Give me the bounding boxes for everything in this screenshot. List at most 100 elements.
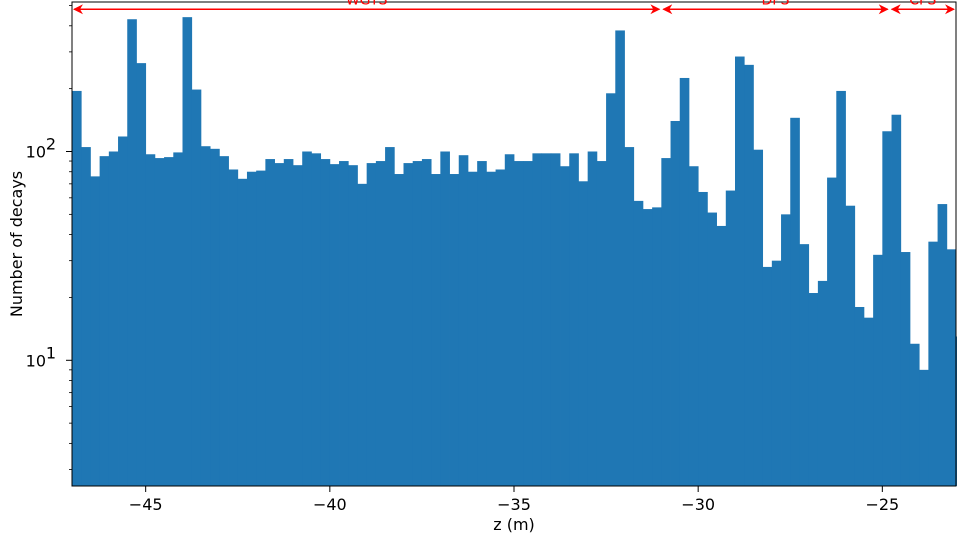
histogram-bar xyxy=(523,161,533,486)
histogram-bar xyxy=(246,171,257,486)
histogram-bar xyxy=(771,260,782,486)
histogram-bar xyxy=(431,174,441,486)
histogram-bar xyxy=(228,169,239,486)
histogram-bar xyxy=(458,155,469,486)
histogram-bar xyxy=(919,369,929,486)
histogram-bar xyxy=(348,165,358,486)
histogram-bar xyxy=(716,225,727,486)
histogram-bar xyxy=(725,190,736,486)
histogram-bar xyxy=(375,161,386,486)
histogram-bar xyxy=(882,131,892,486)
x-tick-label: −30 xyxy=(681,495,715,514)
histogram-bar xyxy=(873,254,883,486)
histogram-bar xyxy=(256,170,266,486)
histogram-bar xyxy=(154,158,165,487)
histogram-bar xyxy=(900,252,911,486)
histogram-bar xyxy=(707,212,717,486)
histogram-bar xyxy=(937,204,948,486)
histogram-bar xyxy=(946,249,957,486)
histogram-bar xyxy=(504,154,515,487)
histogram-bar xyxy=(164,157,174,486)
histogram-bar xyxy=(735,56,745,486)
x-tick-label: −40 xyxy=(313,495,347,514)
histogram-bar xyxy=(357,183,368,487)
histogram-bar xyxy=(928,241,938,486)
histogram-bar xyxy=(394,174,404,486)
region-label: CPS xyxy=(909,0,936,8)
histogram-bar xyxy=(606,93,616,486)
histogram-bar xyxy=(108,151,119,486)
histogram-bar xyxy=(836,90,846,487)
histogram-bar xyxy=(560,166,570,487)
histogram-bar xyxy=(495,169,506,486)
histogram-bar xyxy=(329,164,340,487)
histogram-bar xyxy=(652,207,662,486)
histogram-bar xyxy=(412,161,423,486)
histogram-bar xyxy=(127,19,137,486)
histogram-bar xyxy=(845,205,856,487)
y-tick-exponent: 2 xyxy=(46,134,56,153)
histogram-bar xyxy=(145,154,156,487)
y-tick-label: 10 xyxy=(26,351,46,370)
histogram-bar xyxy=(311,153,322,486)
region-label: WGTS xyxy=(346,0,388,8)
histogram-bar xyxy=(762,266,773,486)
x-tick-label: −25 xyxy=(865,495,899,514)
histogram-bar xyxy=(827,177,837,487)
histogram-bar xyxy=(486,171,496,486)
histogram-bar xyxy=(403,163,414,486)
histogram-bar xyxy=(753,149,764,486)
histogram-bar xyxy=(339,161,349,486)
histogram-bar xyxy=(283,159,294,486)
histogram-bar xyxy=(799,244,810,486)
histogram-bar xyxy=(541,153,552,486)
histogram-bar xyxy=(265,159,275,486)
histogram-bar xyxy=(99,156,110,486)
histogram-bar xyxy=(569,153,579,486)
histogram-bar xyxy=(210,148,220,486)
histogram-bar xyxy=(293,165,303,486)
histogram-bar xyxy=(909,343,920,486)
histogram-bar xyxy=(854,306,865,486)
histogram-bar xyxy=(514,161,524,486)
histogram-bar xyxy=(781,214,791,487)
histogram-bar xyxy=(578,181,589,486)
histogram-bars xyxy=(72,17,957,487)
histogram-bar xyxy=(596,161,607,486)
histogram-bar xyxy=(633,200,644,487)
histogram-bar xyxy=(670,120,681,486)
histogram-bar xyxy=(698,191,708,486)
histogram-bar xyxy=(302,151,312,486)
histogram-bar xyxy=(661,158,671,487)
histogram-bar xyxy=(449,174,460,486)
histogram-bar xyxy=(237,178,248,486)
histogram-bar xyxy=(118,136,128,486)
histogram-bar xyxy=(532,153,543,486)
x-tick-label: −35 xyxy=(497,495,531,514)
histogram-bar xyxy=(624,147,635,487)
histogram-bar xyxy=(615,30,625,487)
x-axis-ticks: −45 −40 −35 −30 −25 xyxy=(129,486,899,514)
histogram-bar xyxy=(679,77,690,487)
region-label: DPS xyxy=(761,0,789,8)
histogram-bar xyxy=(477,161,487,486)
histogram-bar xyxy=(587,151,598,486)
histogram-bar xyxy=(173,152,183,487)
histogram-bar xyxy=(421,159,432,486)
y-tick-exponent: 1 xyxy=(46,343,56,362)
histogram-bar xyxy=(891,114,902,487)
y-tick-label: 10 xyxy=(26,142,46,161)
histogram-bar xyxy=(366,163,377,486)
histogram-bar xyxy=(440,151,450,486)
histogram-bar xyxy=(550,153,561,486)
histogram-bar xyxy=(385,147,395,487)
y-axis-label: Number of decays xyxy=(7,171,26,317)
histogram-bar xyxy=(467,171,478,486)
histogram-bar xyxy=(744,64,754,487)
histogram-bar xyxy=(817,280,828,486)
histogram-bar xyxy=(219,156,229,486)
histogram-bar xyxy=(642,209,653,486)
histogram-bar xyxy=(182,17,193,486)
histogram-bar xyxy=(72,90,82,487)
